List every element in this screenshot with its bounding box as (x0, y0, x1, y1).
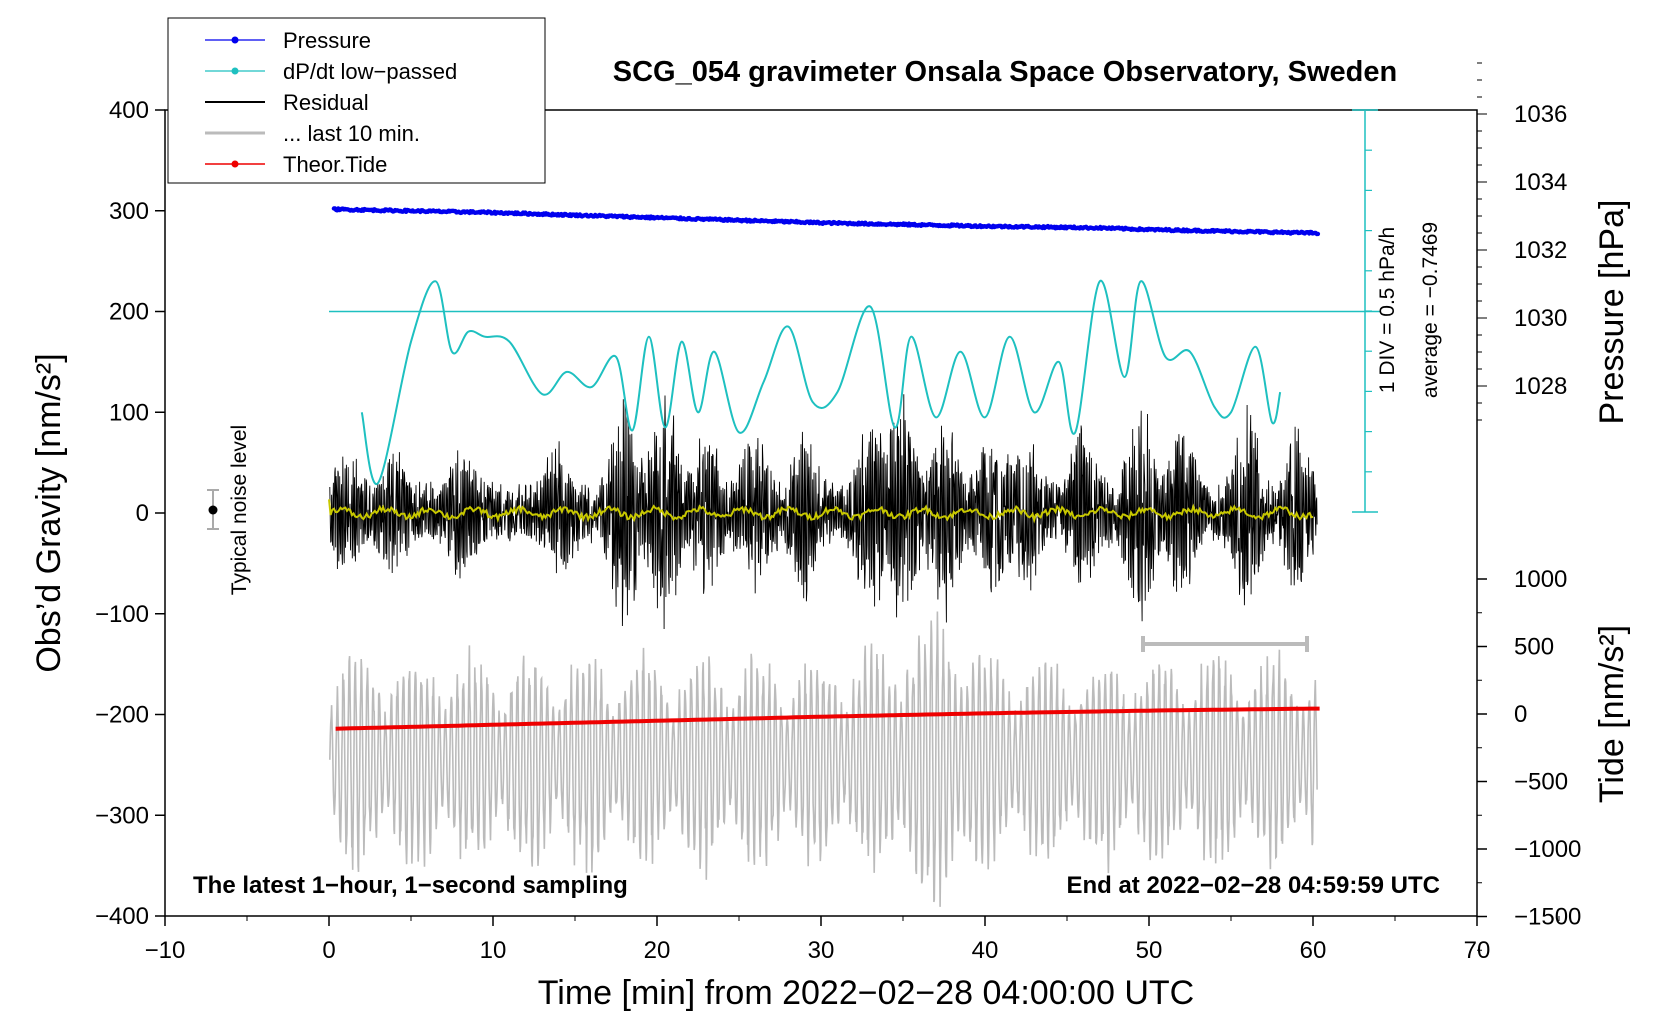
end-time-note: End at 2022−02−28 04:59:59 UTC (1066, 872, 1440, 899)
y-axis-label-left: Obs’d Gravity [nm/s²] (30, 353, 68, 672)
y-tick-label: 0 (136, 500, 149, 527)
x-tick-label: 40 (972, 937, 999, 964)
y-tick-label: −400 (95, 903, 149, 930)
x-axis-label: Time [min] from 2022−02−28 04:00:00 UTC (538, 974, 1194, 1012)
dpdt-scale-bar (1352, 109, 1378, 513)
last-10-min-marker (1141, 636, 1309, 652)
legend-dpdt: dP/dt low−passed (283, 59, 457, 84)
tide-tick-label: 500 (1514, 634, 1554, 661)
x-tick-label: 10 (480, 937, 507, 964)
pressure-tick-label: 1034 (1514, 169, 1567, 196)
scale-label: 1 DIV = 0.5 hPa/h (1376, 227, 1399, 393)
y-tick-label: −100 (95, 601, 149, 628)
y-axis-ticks: 400 300 200 100 0 −100 −200 −300 −400 (95, 97, 165, 930)
y-tick-label: −300 (95, 802, 149, 829)
x-tick-label: 60 (1300, 937, 1327, 964)
legend-tide: Theor.Tide (283, 152, 387, 177)
tide-axis-label: Tide [nm/s²] (1593, 625, 1631, 803)
legend-last10: ... last 10 min. (283, 121, 420, 146)
tide-tick-label: 1000 (1514, 566, 1567, 593)
x-tick-label: 20 (644, 937, 671, 964)
y-tick-label: 400 (109, 97, 149, 124)
legend-pressure: Pressure (283, 28, 371, 53)
last-10-min-series (329, 611, 1318, 907)
pressure-tick-label: 1036 (1514, 101, 1567, 128)
x-tick-label: 0 (322, 937, 335, 964)
x-axis-ticks: −10 0 10 20 30 40 50 60 70 (145, 916, 1560, 964)
legend: Pressure dP/dt low−passed Residual ... l… (167, 17, 546, 184)
tide-tick-label: −1000 (1514, 836, 1581, 863)
chart-title: SCG_054 gravimeter Onsala Space Observat… (613, 56, 1397, 88)
x-tick-label: 50 (1136, 937, 1163, 964)
y-tick-label: 200 (109, 299, 149, 326)
y-tick-label: 100 (109, 399, 149, 426)
legend-residual: Residual (283, 90, 369, 115)
y-tick-label: −200 (95, 702, 149, 729)
residual-smoothed-series (328, 499, 1314, 524)
pressure-tick-label: 1028 (1514, 373, 1567, 400)
pressure-tick-label: 1030 (1514, 305, 1567, 332)
pressure-axis-label: Pressure [hPa] (1593, 200, 1631, 425)
tide-tick-label: −500 (1514, 769, 1568, 796)
y-tick-label: 300 (109, 198, 149, 225)
noise-level-label: Typical noise level (228, 425, 251, 595)
average-label: average = −0.7469 (1419, 222, 1442, 398)
x-tick-label: 30 (808, 937, 835, 964)
tide-tick-label: −1500 (1514, 904, 1581, 931)
theor-tide-series (335, 706, 1320, 731)
pressure-axis-ticks: 1036 1034 1032 1030 1028 (1477, 62, 1567, 421)
dpdt-series (360, 280, 1282, 485)
sampling-note: The latest 1−hour, 1−second sampling (193, 872, 628, 899)
x-tick-label: −10 (145, 937, 186, 964)
pressure-tick-label: 1032 (1514, 237, 1567, 264)
residual-series (329, 394, 1318, 630)
tide-tick-label: 0 (1514, 701, 1527, 728)
pressure-point (1315, 231, 1321, 237)
noise-level-indicator (207, 489, 219, 530)
tide-axis-ticks: 1000 500 0 −500 −1000 −1500 (1477, 566, 1581, 951)
pressure-series (331, 206, 1321, 237)
